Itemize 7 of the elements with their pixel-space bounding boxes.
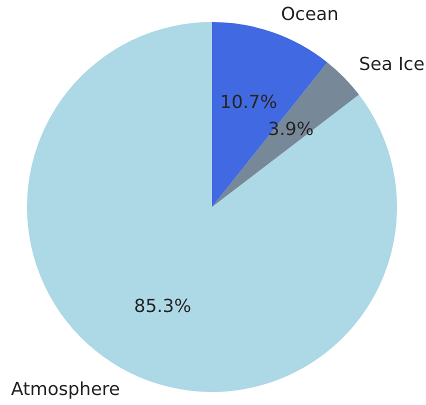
data-label: 10.7% <box>220 92 278 113</box>
slice-label: Ocean <box>281 4 339 25</box>
pie-slice <box>212 62 359 207</box>
data-label: 85.3% <box>134 296 192 317</box>
slice-label: Atmosphere <box>11 379 120 400</box>
slice-label: Sea Ice <box>359 54 425 75</box>
pie-slice <box>212 22 328 207</box>
